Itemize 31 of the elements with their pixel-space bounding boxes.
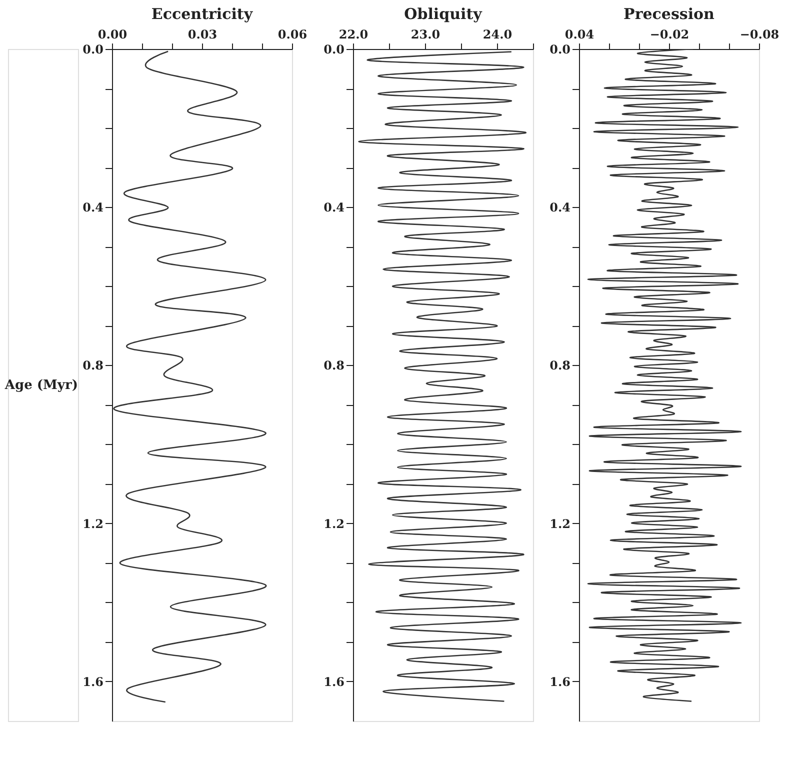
y-tick-label: 1.2	[82, 516, 104, 531]
y-tick-label: 1.2	[550, 516, 570, 531]
line-series	[114, 50, 266, 703]
line-series	[358, 51, 526, 702]
y-tick-label: 1.6	[82, 674, 104, 689]
x-tick-label: −0.08	[740, 28, 780, 42]
x-tick-label: 22.0	[338, 28, 368, 42]
chart-title: Eccentricity	[151, 5, 254, 23]
y-tick-label: 0.4	[324, 200, 344, 215]
chart-title: Obliquity	[404, 5, 484, 23]
y-tick-label: 0.8	[82, 358, 104, 373]
y-tick-label: 0.4	[550, 200, 570, 215]
y-tick-label: 0.0	[82, 42, 104, 56]
y-tick-label: 0.0	[550, 42, 570, 56]
x-tick-label: 0.06	[278, 28, 308, 42]
x-tick-label: −0.02	[650, 28, 690, 42]
y-axis-title: Age (Myr)	[4, 378, 78, 393]
y-tick-label: 0.8	[550, 358, 570, 373]
x-tick-label: 0.00	[98, 28, 128, 42]
y-tick-label: 1.2	[324, 516, 344, 531]
y-tick-label: 0.4	[82, 200, 104, 215]
y-tick-label: 0.8	[324, 358, 344, 373]
y-tick-label: 1.6	[550, 674, 570, 689]
line-series	[587, 49, 742, 702]
y-tick-label: 0.0	[324, 42, 344, 56]
chart-title: Precession	[624, 5, 715, 23]
x-tick-label: 23.0	[410, 28, 440, 42]
x-tick-label: 0.03	[188, 28, 218, 42]
x-tick-label: 0.04	[564, 28, 594, 42]
x-tick-label: 24.0	[482, 28, 512, 42]
y-tick-label: 1.6	[324, 674, 344, 689]
